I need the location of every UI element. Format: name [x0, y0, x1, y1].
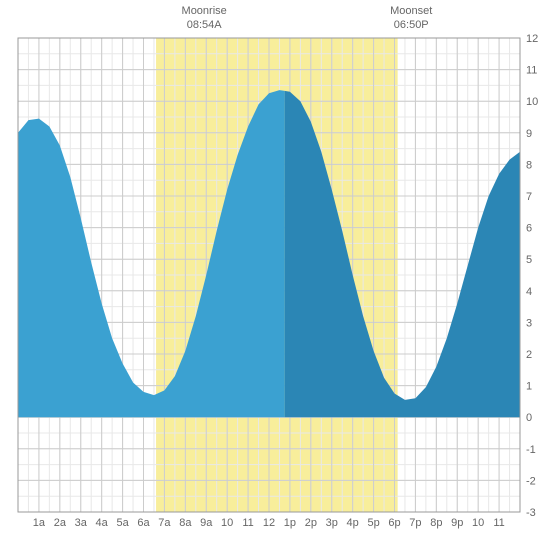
x-tick-label: 5p — [367, 517, 379, 529]
x-tick-label: 3p — [326, 517, 338, 529]
x-tick-label: 2a — [54, 517, 67, 529]
x-tick-label: 10 — [221, 517, 233, 529]
x-tick-label: 8a — [179, 517, 192, 529]
y-tick-label: 10 — [526, 96, 538, 108]
y-tick-label: 0 — [526, 412, 532, 424]
y-tick-label: 12 — [526, 33, 538, 45]
x-tick-label: 12 — [263, 517, 275, 529]
moonset-label: Moonset — [390, 5, 432, 17]
x-tick-label: 9p — [451, 517, 463, 529]
x-tick-label: 4p — [347, 517, 359, 529]
x-tick-label: 11 — [242, 517, 253, 529]
x-tick-label: 5a — [116, 517, 129, 529]
x-tick-label: 11 — [493, 517, 504, 529]
x-tick-label: 9a — [200, 517, 213, 529]
x-tick-label: 10 — [472, 517, 484, 529]
x-tick-labels: 1a 2a 3a 4a 5a 6a 7a 8a 9a 10 11 12 1p 2p 3p 4p 5p 6p 7p 8p… — [33, 517, 505, 529]
y-tick-label: -1 — [526, 444, 536, 456]
x-tick-label: 3a — [75, 517, 88, 529]
x-tick-label: 7p — [409, 517, 421, 529]
y-tick-label: 4 — [526, 286, 532, 298]
y-tick-label: 9 — [526, 128, 532, 140]
y-tick-label: 6 — [526, 223, 532, 235]
y-tick-label: 5 — [526, 254, 532, 266]
y-tick-label: 1 — [526, 381, 532, 393]
y-tick-label: -2 — [526, 475, 536, 487]
x-tick-label: 2p — [305, 517, 317, 529]
tide-moon-chart: 1a2a3a4a5a6a7a8a9a1011121p2p3p4p5p6p7p8p… — [0, 0, 550, 550]
y-tick-label: -3 — [526, 507, 536, 519]
y-tick-label: 7 — [526, 191, 532, 203]
y-tick-label: 2 — [526, 349, 532, 361]
y-tick-label: 11 — [526, 65, 537, 77]
x-tick-label: 4a — [96, 517, 109, 529]
x-tick-label: 1p — [284, 517, 296, 529]
y-tick-label: 3 — [526, 317, 532, 329]
moonset-time: 06:50P — [394, 19, 429, 31]
x-tick-label: 8p — [430, 517, 442, 529]
x-tick-label: 6a — [137, 517, 150, 529]
y-tick-label: 8 — [526, 159, 532, 171]
moonrise-label: Moonrise — [182, 5, 227, 17]
moonrise-time: 08:54A — [187, 19, 223, 31]
x-tick-label: 7a — [158, 517, 171, 529]
x-tick-label: 6p — [388, 517, 400, 529]
x-tick-label: 1a — [33, 517, 46, 529]
